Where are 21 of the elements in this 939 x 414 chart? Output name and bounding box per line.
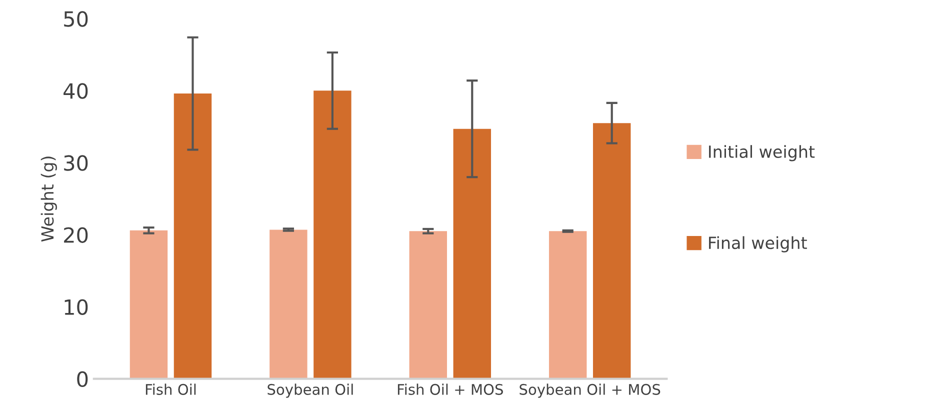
bar [409, 231, 448, 379]
y-tick-label: 20 [64, 227, 88, 243]
y-tick-label: 50 [64, 11, 88, 27]
bar [453, 128, 492, 379]
y-axis-title: Weight (g) [40, 156, 57, 242]
x-tick-label: Soybean Oil [268, 384, 353, 398]
legend-label: Initial weight [709, 145, 815, 162]
x-tick-label: Soybean Oil + MOS [520, 384, 660, 398]
bar [548, 231, 587, 379]
x-tick-label: Fish Oil + MOS [398, 384, 503, 395]
y-tick-label: 40 [64, 83, 88, 99]
bar [130, 230, 168, 379]
x-tick-label: Fish Oil [146, 384, 196, 395]
legend-label: Final weight [709, 236, 807, 252]
bar [174, 94, 212, 379]
y-tick-label: 10 [64, 299, 88, 315]
y-tick-label: 0 [77, 371, 88, 388]
y-tick-label: 30 [64, 155, 88, 171]
bar [314, 90, 352, 379]
bar [592, 123, 631, 379]
bar [270, 230, 308, 379]
